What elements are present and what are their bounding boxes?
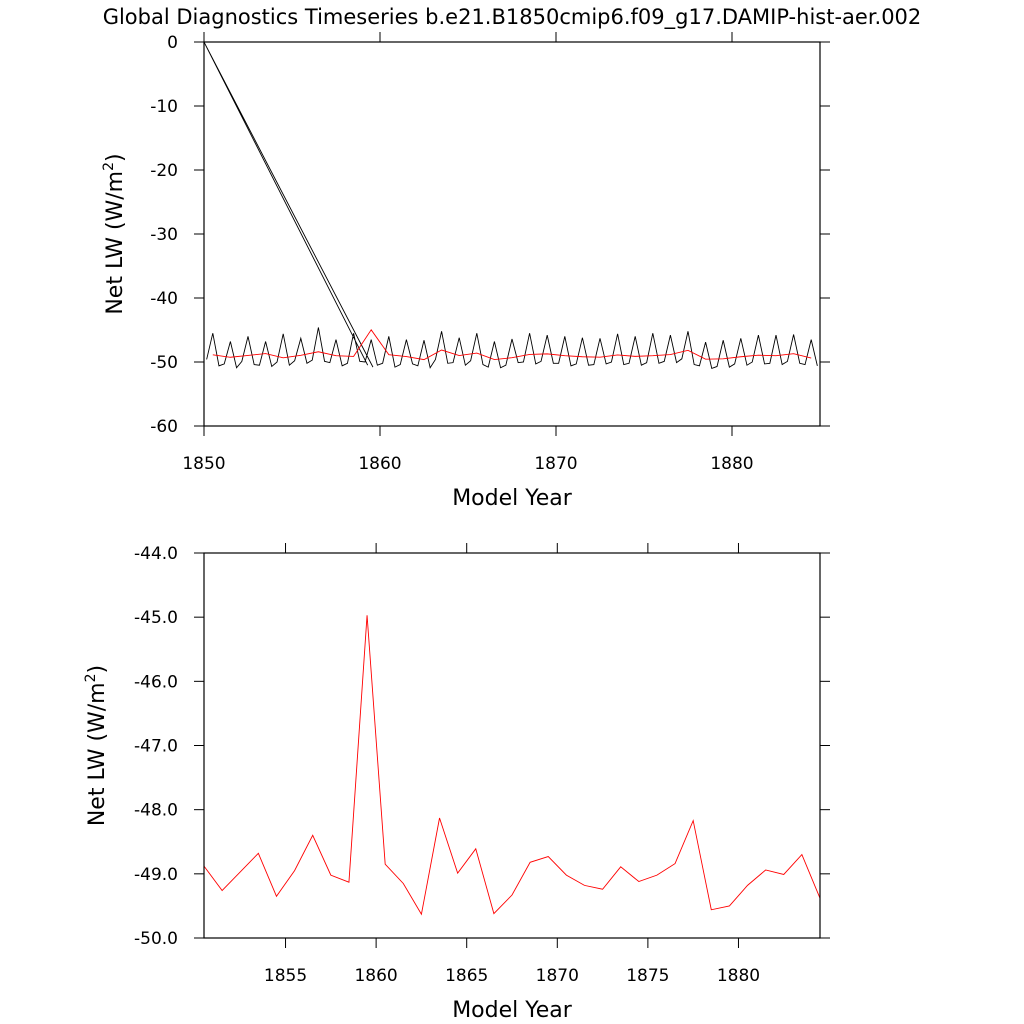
x-tick-label: 1860 (358, 454, 401, 474)
y-axis-label-sup: 2 (83, 673, 99, 682)
y-tick-label: -60 (150, 417, 178, 437)
y-tick-label: -45.0 (134, 608, 178, 628)
series-line (212, 329, 812, 361)
y-tick-label: -47.0 (134, 737, 178, 757)
chart-title: Global Diagnostics Timeseries b.e21.B185… (103, 5, 922, 30)
plot-frame (203, 41, 821, 427)
y-tick-label: -50 (150, 353, 178, 373)
x-tick-label: 1860 (354, 966, 397, 986)
plot-frame (203, 552, 821, 939)
x-tick-label: 1870 (534, 454, 577, 474)
x-tick-label: 1880 (717, 966, 760, 986)
y-axis-label-part: ) (103, 153, 128, 162)
y-tick-label: -50.0 (134, 929, 178, 949)
x-tick-label: 1875 (626, 966, 669, 986)
x-tick-label: 1855 (264, 966, 307, 986)
y-tick-label: -44.0 (134, 544, 178, 564)
x-tick-label: 1850 (182, 454, 225, 474)
y-axis-label: Net LW (W/m2) (101, 153, 128, 314)
y-tick-label: -30 (150, 225, 178, 245)
x-tick-label: 1865 (445, 966, 488, 986)
series-line (204, 615, 820, 916)
y-axis-label-part: Net LW (W/m (103, 171, 128, 315)
y-axis-label-part: ) (85, 665, 110, 674)
x-tick-label: 1880 (710, 454, 753, 474)
y-tick-label: -49.0 (134, 865, 178, 885)
y-axis-label: Net LW (W/m2) (83, 665, 110, 826)
series-line (204, 42, 818, 369)
y-tick-label: -40 (150, 289, 178, 309)
y-tick-label: 0 (167, 33, 178, 53)
y-tick-label: -46.0 (134, 672, 178, 692)
x-tick-label: 1870 (536, 966, 579, 986)
x-axis-label: Model Year (452, 998, 573, 1023)
y-tick-label: -20 (150, 161, 178, 181)
y-tick-label: -10 (150, 97, 178, 117)
y-tick-label: -48.0 (134, 801, 178, 821)
y-axis-label-part: Net LW (W/m (85, 682, 110, 826)
y-axis-label-sup: 2 (101, 162, 117, 171)
x-axis-label: Model Year (452, 486, 573, 511)
